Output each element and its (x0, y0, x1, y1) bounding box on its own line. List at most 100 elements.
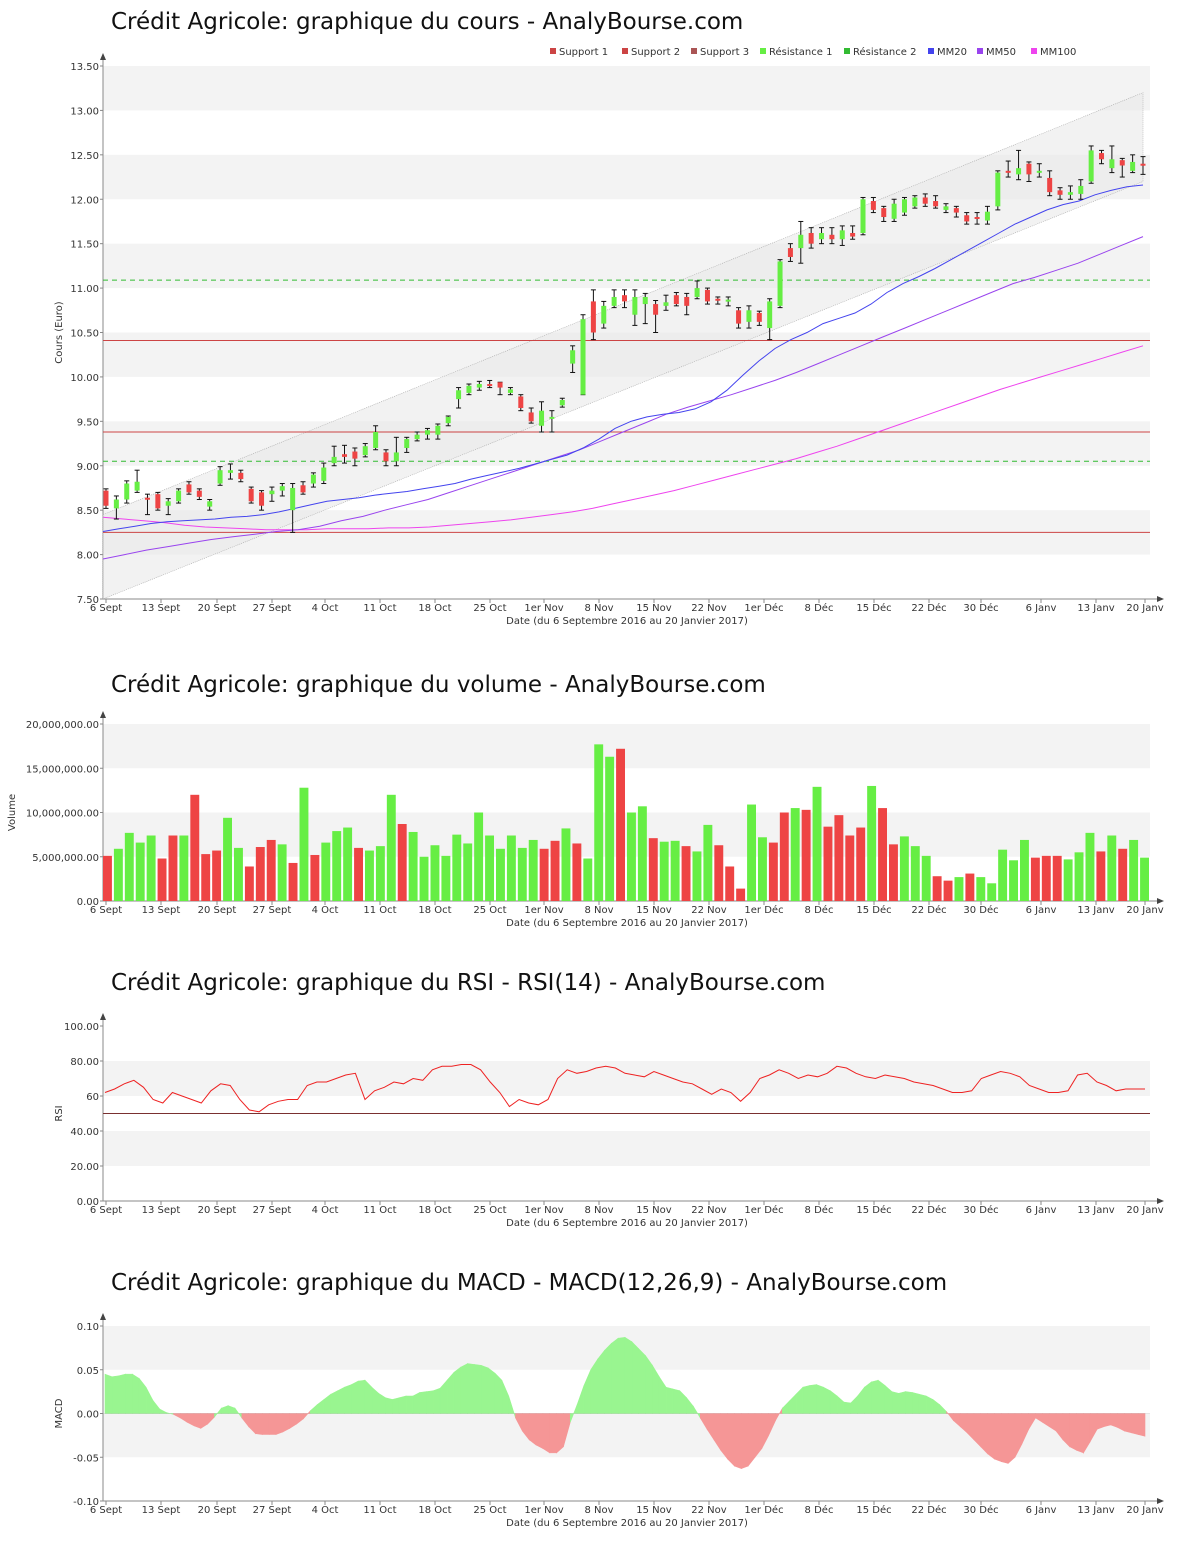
macd-y-tick-label: 0.00 (77, 1410, 99, 1421)
rsi-x-tick-label: 27 Sept (253, 1205, 292, 1216)
candle-body (238, 472, 244, 480)
volume-bar (1118, 848, 1128, 901)
volume-x-tick-label: 18 Oct (418, 905, 451, 916)
candle-body (1078, 185, 1084, 194)
price-x-tick-label: 27 Sept (253, 603, 292, 614)
candle-body (570, 350, 576, 364)
rsi-grid-band (103, 1061, 1150, 1096)
macd-area-segment (378, 1392, 386, 1414)
macd-area-segment (734, 1413, 742, 1470)
volume-bar (124, 832, 134, 901)
legend-label: Résistance 1 (769, 46, 832, 58)
price-x-tick-label: 22 Nov (691, 603, 727, 614)
macd-area-segment (398, 1395, 407, 1414)
macd-area-segment (747, 1413, 756, 1467)
candle-body (217, 470, 223, 484)
macd-x-tick-label: 8 Déc (805, 1504, 834, 1516)
candle-body (684, 296, 690, 306)
macd-area-segment (987, 1413, 995, 1460)
rsi-x-tick-label: 8 Nov (584, 1205, 613, 1216)
macd-area-segment (337, 1386, 345, 1414)
macd-x-tick-label: 1er Déc (744, 1504, 783, 1516)
volume-bar (223, 817, 232, 901)
macd-x-tick-label: 6 Sept (90, 1505, 122, 1516)
price-x-tick-label: 4 Oct (312, 603, 339, 614)
macd-area-segment (864, 1381, 872, 1414)
candle-body (300, 485, 306, 493)
volume-bar (1020, 839, 1029, 901)
macd-area-segment (330, 1390, 338, 1414)
macd-area-segment (939, 1404, 947, 1414)
candle-body (1005, 170, 1011, 173)
macd-area-segment (405, 1395, 414, 1414)
macd-x-tick-label: 20 Janv (1126, 1505, 1163, 1516)
price-y-tick-label: 12.50 (70, 151, 99, 162)
macd-area-segment (994, 1413, 1002, 1463)
candle-body (1099, 153, 1105, 160)
price-x-tick-label: 13 Sept (142, 603, 181, 614)
volume-bar (572, 843, 582, 901)
volume-bar (1140, 857, 1149, 901)
candle-body (933, 201, 939, 207)
price-x-arrow (1157, 596, 1164, 602)
volume-bar (1052, 855, 1062, 901)
volume-x-tick-label: 22 Déc (911, 904, 946, 916)
price-trend-channel (102, 92, 1144, 600)
macd-area-segment (980, 1413, 988, 1455)
candle-body (881, 208, 887, 218)
price-y-tick-label: 9.50 (77, 417, 99, 428)
macd-y-axis-label: MACD (54, 1398, 65, 1428)
macd-x-tick-label: 22 Déc (911, 1504, 946, 1516)
volume-bar (496, 848, 505, 901)
macd-area-segment (782, 1400, 790, 1414)
candle-body (860, 199, 866, 234)
candle-body (622, 295, 627, 302)
macd-x-tick-label: 15 Déc (856, 1504, 891, 1516)
macd-area-segment (829, 1390, 838, 1414)
macd-area-segment (788, 1393, 797, 1414)
price-y-tick-label: 13.50 (70, 62, 99, 73)
volume-y-tick-label: 15,000,000.00 (26, 764, 99, 775)
price-x-tick-label: 8 Nov (584, 603, 613, 614)
macd-area-segment (795, 1386, 804, 1414)
macd-area-segment (433, 1387, 441, 1414)
legend-swatch (977, 48, 983, 54)
macd-area-segment (665, 1386, 674, 1414)
rsi-x-tick-label: 15 Déc (856, 1204, 891, 1216)
candle-body (964, 215, 970, 222)
macd-area-segment (912, 1392, 920, 1414)
candle-body (383, 452, 389, 462)
volume-bar (1063, 859, 1073, 901)
macd-x-tick-label: 25 Oct (473, 1505, 506, 1516)
volume-x-tick-label: 22 Nov (691, 905, 727, 916)
volume-bar (113, 848, 123, 901)
macd-area-segment (152, 1399, 161, 1414)
candle-body (798, 234, 804, 249)
candle-body (196, 490, 202, 497)
price-x-tick-label: 15 Déc (856, 602, 891, 614)
candle-body (694, 288, 700, 297)
rsi-y-axis-label: RSI (54, 1105, 65, 1121)
macd-area-segment (542, 1413, 551, 1454)
macd-area-segment (802, 1385, 811, 1414)
volume-y-axis-label: Volume (7, 794, 18, 831)
rsi-x-tick-label: 20 Sept (198, 1205, 237, 1216)
macd-area-segment (344, 1384, 352, 1414)
price-x-tick-label: 1er Nov (524, 603, 563, 614)
rsi-x-arrow (1157, 1198, 1164, 1204)
macd-area-segment (1124, 1413, 1132, 1434)
macd-area-segment (460, 1363, 468, 1414)
candle-body (124, 483, 130, 500)
volume-bar (834, 815, 844, 901)
macd-area-segment (645, 1354, 653, 1414)
macd-area-segment (843, 1401, 852, 1414)
candle-body (373, 431, 379, 448)
volume-y-tick-label: 0.00 (77, 897, 99, 908)
macd-area-segment (597, 1349, 605, 1414)
legend-swatch (844, 48, 850, 54)
volume-bar (266, 839, 276, 901)
candle-body (176, 490, 182, 502)
volume-x-tick-label: 8 Nov (584, 905, 613, 916)
volume-x-tick-label: 6 Janv (1026, 905, 1057, 916)
macd-area-segment (467, 1363, 475, 1414)
